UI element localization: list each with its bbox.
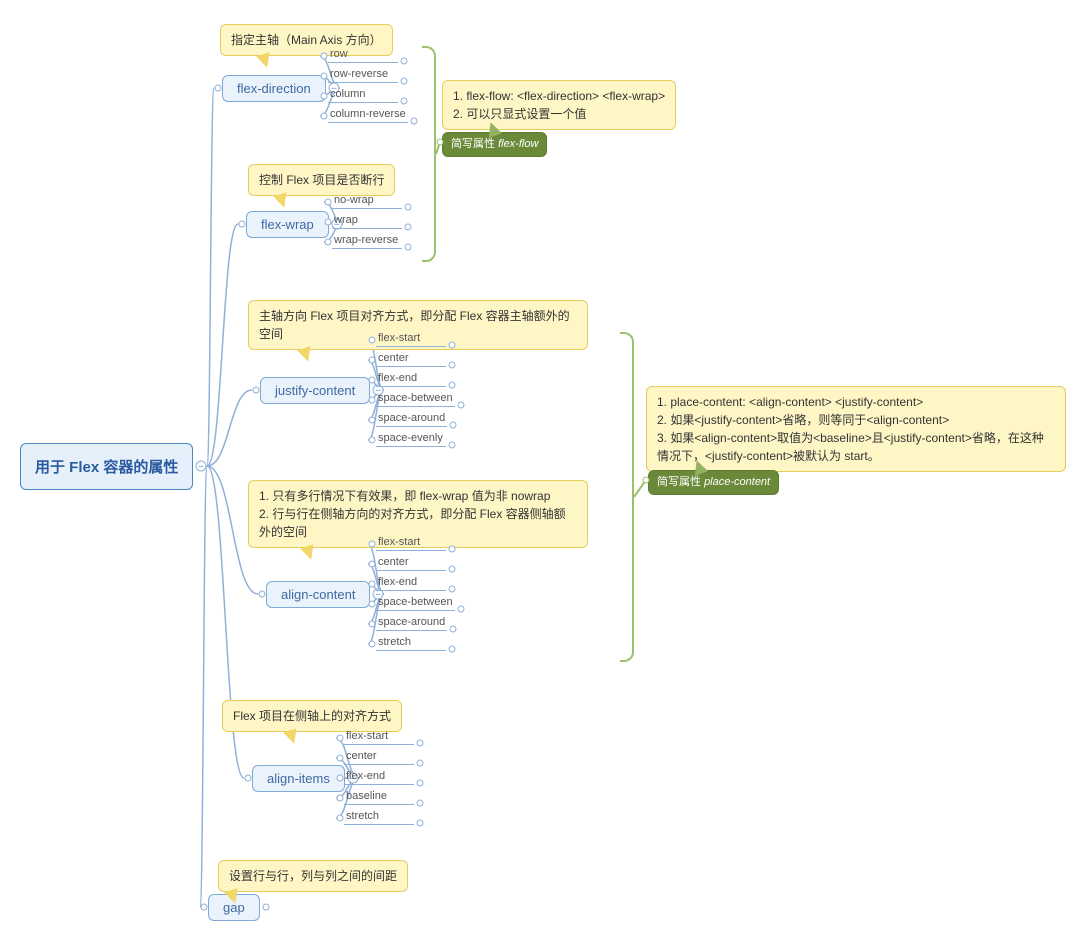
node-port xyxy=(201,904,208,911)
leaf-port xyxy=(337,775,344,782)
leaf-align-content-stretch: stretch xyxy=(376,636,446,651)
leaf-justify-content-flex-end: flex-end xyxy=(376,372,446,387)
leaf-align-content-flex-end: flex-end xyxy=(376,576,446,591)
leaf-end xyxy=(449,646,456,653)
leaf-end xyxy=(401,98,408,105)
leaf-port xyxy=(369,621,376,628)
leaf-end xyxy=(417,760,424,767)
leaf-end xyxy=(405,224,412,231)
leaf-align-content-flex-start: flex-start xyxy=(376,536,446,551)
leaf-port xyxy=(369,561,376,568)
leaf-justify-content-center: center xyxy=(376,352,446,367)
prop-node-align-items: align-items xyxy=(252,765,345,792)
prop-node-justify-content: justify-content xyxy=(260,377,370,404)
leaf-port xyxy=(321,73,328,80)
leaf-flex-wrap-wrap: wrap xyxy=(332,214,402,229)
leaf-port xyxy=(337,755,344,762)
leaf-align-content-space-around: space-around xyxy=(376,616,447,631)
prop-tip-gap: 设置行与行，列与列之间的间距 xyxy=(218,860,408,892)
bracket-0 xyxy=(422,46,436,262)
leaf-port xyxy=(337,735,344,742)
leaf-align-content-center: center xyxy=(376,556,446,571)
leaf-end xyxy=(450,626,457,633)
leaf-align-items-flex-start: flex-start xyxy=(344,730,414,745)
leaf-align-items-center: center xyxy=(344,750,414,765)
shorthand-label-1: 简写属性 place-content xyxy=(648,470,779,495)
leaf-end xyxy=(449,566,456,573)
leaf-port xyxy=(369,337,376,344)
node-port xyxy=(259,591,266,598)
leaf-end xyxy=(449,382,456,389)
leaf-port xyxy=(321,53,328,60)
prop-node-flex-wrap: flex-wrap xyxy=(246,211,329,238)
leaf-flex-wrap-wrap-reverse: wrap-reverse xyxy=(332,234,402,249)
leaf-flex-wrap-no-wrap: no-wrap xyxy=(332,194,402,209)
leaf-port xyxy=(369,437,376,444)
leaf-end xyxy=(405,204,412,211)
leaf-port xyxy=(325,199,332,206)
leaf-end xyxy=(417,740,424,747)
leaf-end xyxy=(263,904,270,911)
prop-node-align-content: align-content xyxy=(266,581,370,608)
leaf-end xyxy=(449,362,456,369)
shorthand-note-1: 1. place-content: <align-content> <justi… xyxy=(646,386,1066,472)
leaf-end xyxy=(449,546,456,553)
leaf-end xyxy=(401,78,408,85)
mindmap-stage: 用于 Flex 容器的属性flex-direction指定主轴（Main Axi… xyxy=(0,0,1080,935)
leaf-port xyxy=(369,357,376,364)
bracket-port xyxy=(437,139,444,146)
leaf-end xyxy=(417,780,424,787)
leaf-justify-content-space-around: space-around xyxy=(376,412,447,427)
tip-tail xyxy=(297,346,315,364)
root-node: 用于 Flex 容器的属性 xyxy=(20,443,193,490)
leaf-port xyxy=(321,113,328,120)
node-port xyxy=(239,221,246,228)
leaf-port xyxy=(369,581,376,588)
bracket-port xyxy=(643,477,650,484)
prop-tip-flex-wrap: 控制 Flex 项目是否断行 xyxy=(248,164,395,196)
leaf-align-items-flex-end: flex-end xyxy=(344,770,414,785)
node-port xyxy=(215,85,222,92)
leaf-port xyxy=(369,641,376,648)
prop-tip-align-items: Flex 项目在侧轴上的对齐方式 xyxy=(222,700,402,732)
leaf-port xyxy=(325,219,332,226)
leaf-port xyxy=(337,795,344,802)
leaf-port xyxy=(369,541,376,548)
leaf-align-items-stretch: stretch xyxy=(344,810,414,825)
leaf-justify-content-space-between: space-between xyxy=(376,392,455,407)
node-port xyxy=(245,775,252,782)
leaf-end xyxy=(411,118,418,125)
leaf-end xyxy=(401,58,408,65)
bracket-1 xyxy=(620,332,634,662)
leaf-align-content-space-between: space-between xyxy=(376,596,455,611)
shorthand-note-0: 1. flex-flow: <flex-direction> <flex-wra… xyxy=(442,80,676,130)
leaf-end xyxy=(417,800,424,807)
leaf-justify-content-flex-start: flex-start xyxy=(376,332,446,347)
leaf-port xyxy=(369,377,376,384)
leaf-flex-direction-row: row xyxy=(328,48,398,63)
leaf-port xyxy=(325,239,332,246)
leaf-flex-direction-column: column xyxy=(328,88,398,103)
leaf-end xyxy=(449,442,456,449)
leaf-flex-direction-column-reverse: column-reverse xyxy=(328,108,408,123)
leaf-end xyxy=(450,422,457,429)
leaf-align-items-baseline: baseline xyxy=(344,790,414,805)
leaf-end xyxy=(449,586,456,593)
prop-node-flex-direction: flex-direction xyxy=(222,75,326,102)
root-toggle[interactable] xyxy=(196,461,207,472)
leaf-end xyxy=(458,402,465,409)
leaf-flex-direction-row-reverse: row-reverse xyxy=(328,68,398,83)
node-port xyxy=(253,387,260,394)
leaf-port xyxy=(337,815,344,822)
leaf-port xyxy=(321,93,328,100)
leaf-justify-content-space-evenly: space-evenly xyxy=(376,432,446,447)
leaf-end xyxy=(405,244,412,251)
leaf-end xyxy=(449,342,456,349)
leaf-port xyxy=(369,417,376,424)
leaf-port xyxy=(369,397,376,404)
leaf-end xyxy=(458,606,465,613)
leaf-end xyxy=(417,820,424,827)
leaf-port xyxy=(369,601,376,608)
